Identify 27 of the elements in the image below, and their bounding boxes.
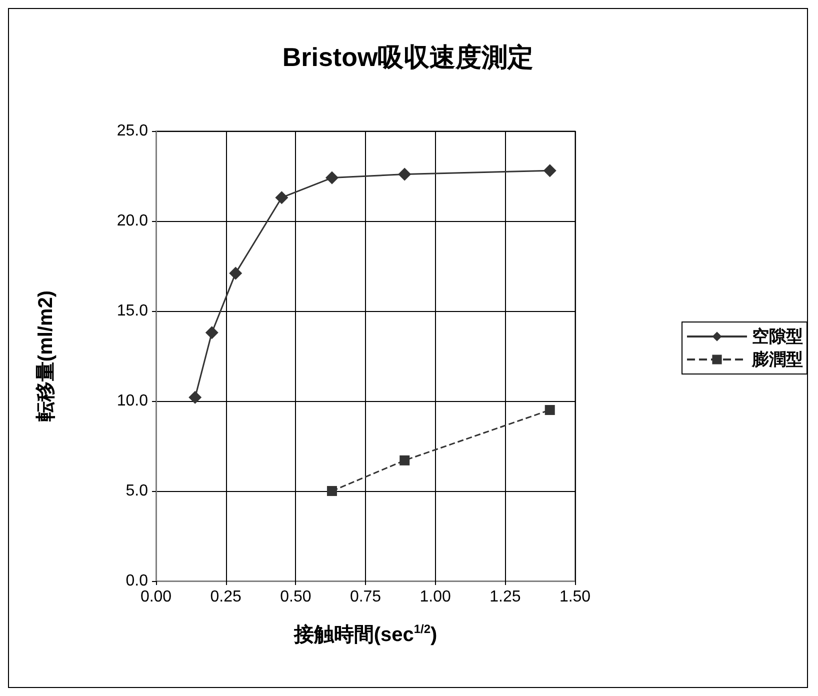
x-tick-label: 1.00: [420, 588, 452, 606]
x-tick-label: 0.25: [210, 588, 242, 606]
point: [543, 164, 556, 178]
point: [325, 171, 338, 184]
y-tick-label: 5.0: [126, 482, 148, 500]
point: [326, 486, 337, 496]
y-tick-label: 0.0: [126, 572, 148, 590]
point: [400, 455, 410, 466]
point: [205, 326, 218, 340]
x-tick-label: 0.50: [280, 588, 312, 606]
y-tick-label: 15.0: [116, 302, 148, 320]
point: [229, 266, 242, 280]
x-tick-label: 1.50: [559, 588, 591, 606]
chart-title: Bristow吸収速度測定: [282, 42, 534, 72]
y-tick-label: 10.0: [116, 392, 148, 410]
legend-label: 空隙型: [752, 327, 803, 346]
point: [398, 168, 412, 181]
point: [188, 390, 202, 404]
y-tick-label: 20.0: [116, 212, 148, 230]
x-tick-label: 0.75: [350, 588, 382, 606]
x-tick-label: 1.25: [490, 588, 521, 606]
point: [275, 191, 288, 204]
point: [544, 405, 555, 415]
legend-label: 膨潤型: [751, 350, 803, 369]
x-tick-label: 0.00: [140, 588, 172, 606]
y-axis-title: 転移量(ml/m2): [35, 290, 57, 422]
y-tick-label: 25.0: [116, 122, 148, 140]
